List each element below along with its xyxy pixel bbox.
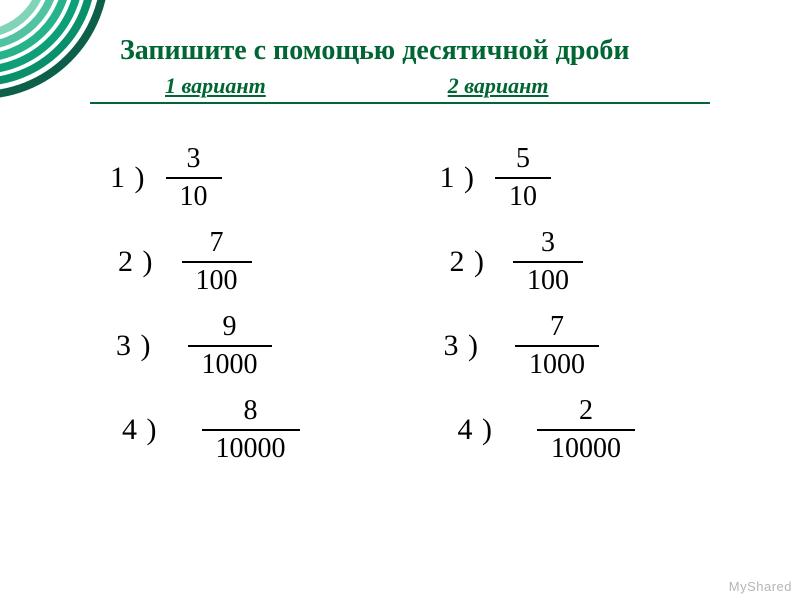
fraction-numerator: 9 <box>223 313 237 341</box>
problem-number: 4 ) <box>458 413 494 447</box>
variant-2-label: 2 вариант <box>448 73 549 99</box>
title-block: Запишите с помощью десятичной дроби 1 ва… <box>120 35 630 99</box>
problem-number: 3 ) <box>444 329 480 363</box>
fraction-bar <box>513 261 583 263</box>
fraction-denominator: 1000 <box>529 351 585 379</box>
fraction: 9 1000 <box>188 313 272 379</box>
problem-item: 3 ) 9 1000 <box>110 313 300 379</box>
fraction-bar <box>202 429 300 431</box>
problem-item: 2 )7100 <box>110 229 300 295</box>
fraction-denominator: 10000 <box>551 435 621 463</box>
corner-decor <box>0 0 110 100</box>
problem-item: 1 )310 <box>110 145 300 211</box>
fraction: 3100 <box>513 229 583 295</box>
fraction-numerator: 2 <box>579 397 593 425</box>
fraction-denominator: 10 <box>509 183 537 211</box>
watermark: MyShared <box>729 579 792 594</box>
fraction: 510 <box>495 145 551 211</box>
fraction: 8 10000 <box>202 397 300 463</box>
title-underline <box>90 102 710 104</box>
fraction-bar <box>166 177 222 179</box>
problem-number: 1 ) <box>440 161 476 195</box>
variant-1-label: 1 вариант <box>165 73 266 99</box>
problem-item: 2 )3100 <box>440 229 636 295</box>
column-variant-1: 1 )3102 )71003 )910004 )810000 <box>110 145 300 481</box>
problem-number: 1 ) <box>110 161 146 195</box>
fraction: 7 1000 <box>515 313 599 379</box>
fraction-numerator: 7 <box>550 313 564 341</box>
problem-number: 2 ) <box>450 245 486 279</box>
fraction-bar <box>188 345 272 347</box>
fraction-bar <box>182 261 252 263</box>
fraction-denominator: 1000 <box>202 351 258 379</box>
problems-area: 1 )3102 )71003 )910004 )810000 1 )5102 )… <box>110 145 635 481</box>
variant-row: 1 вариант 2 вариант <box>165 73 630 99</box>
problem-item: 3 ) 7 1000 <box>440 313 636 379</box>
fraction-bar <box>515 345 599 347</box>
fraction-denominator: 100 <box>196 267 238 295</box>
fraction: 7100 <box>182 229 252 295</box>
fraction: 2 10000 <box>537 397 635 463</box>
problem-number: 3 ) <box>116 329 152 363</box>
fraction-denominator: 10 <box>180 183 208 211</box>
page-title: Запишите с помощью десятичной дроби <box>120 35 630 67</box>
fraction-numerator: 8 <box>244 397 258 425</box>
fraction-numerator: 7 <box>210 229 224 257</box>
problem-number: 2 ) <box>118 245 154 279</box>
column-variant-2: 1 )5102 )31003 )710004 )210000 <box>440 145 636 481</box>
fraction: 310 <box>166 145 222 211</box>
fraction-denominator: 10000 <box>216 435 286 463</box>
fraction-denominator: 100 <box>527 267 569 295</box>
problem-item: 1 )510 <box>440 145 636 211</box>
fraction-bar <box>495 177 551 179</box>
fraction-numerator: 3 <box>541 229 555 257</box>
fraction-bar <box>537 429 635 431</box>
fraction-numerator: 3 <box>187 145 201 173</box>
problem-item: 4 ) 2 10000 <box>440 397 636 463</box>
problem-item: 4 ) 8 10000 <box>110 397 300 463</box>
fraction-numerator: 5 <box>516 145 530 173</box>
problem-number: 4 ) <box>122 413 158 447</box>
